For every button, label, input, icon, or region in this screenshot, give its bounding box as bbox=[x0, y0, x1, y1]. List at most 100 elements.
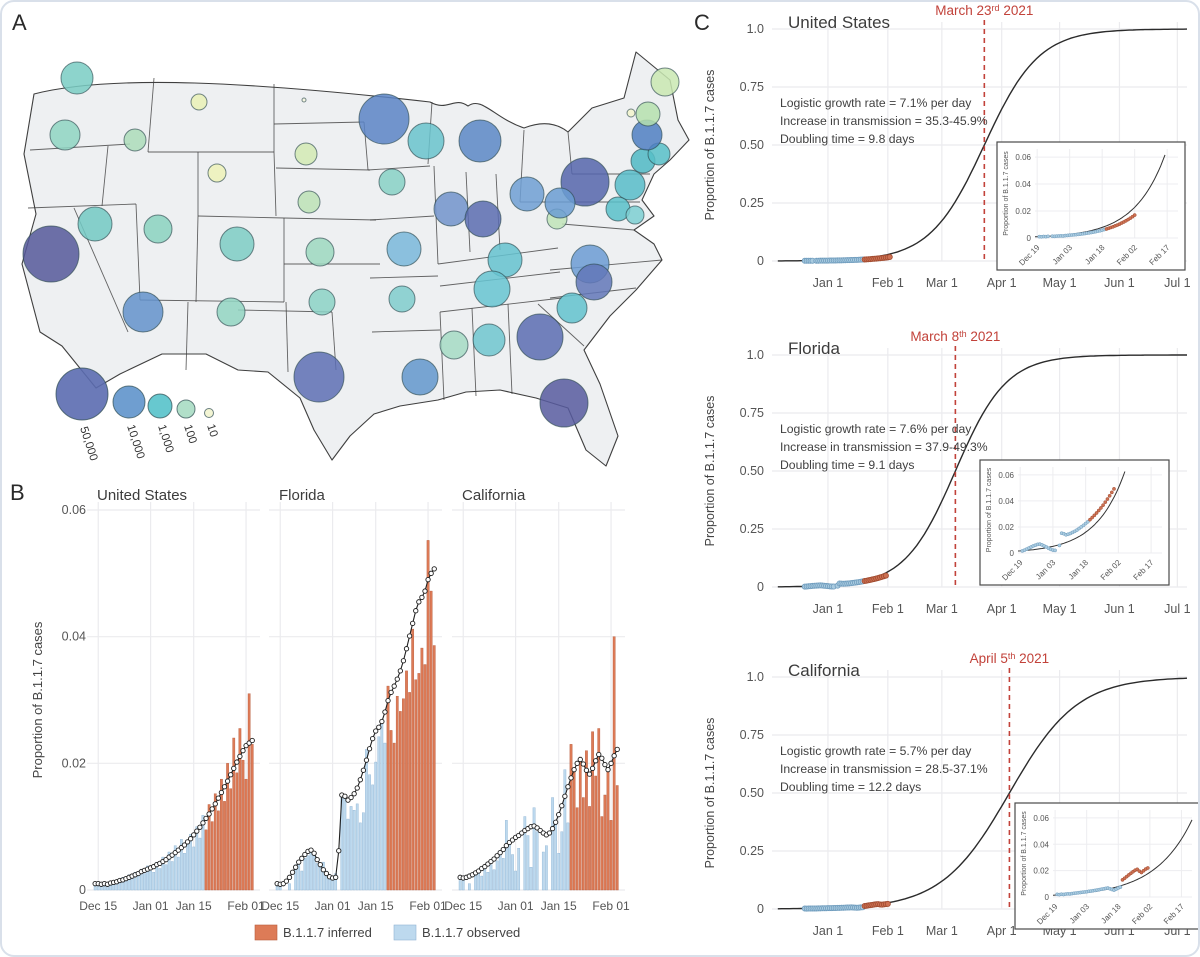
tick-label: 0 bbox=[757, 902, 764, 916]
bar-observed bbox=[189, 834, 192, 891]
state-bubbles bbox=[22, 61, 680, 428]
tick-label: 0.04 bbox=[998, 497, 1014, 506]
state-bubble-AL bbox=[472, 323, 506, 357]
bar-inferred bbox=[411, 628, 415, 891]
tick-label: Jan 01 bbox=[133, 899, 169, 913]
inset-y-axis-title: Proportion of B.1.1.7 cases bbox=[986, 467, 993, 552]
inferred-point bbox=[882, 572, 889, 579]
bar-inferred bbox=[423, 664, 427, 891]
line-marker bbox=[385, 697, 391, 704]
annotation-text: Doubling time = 12.2 days bbox=[780, 780, 921, 794]
bar-inferred bbox=[591, 731, 594, 891]
state-bubble-NC bbox=[575, 263, 613, 301]
tick-label: 0.04 bbox=[62, 630, 86, 644]
line-marker bbox=[369, 735, 376, 742]
line-marker bbox=[565, 784, 571, 790]
tick-label: 0.75 bbox=[740, 728, 764, 742]
tick-label: Jul 1 bbox=[1164, 602, 1190, 616]
bar-inferred bbox=[609, 820, 613, 891]
tick-label: Apr 1 bbox=[987, 924, 1017, 938]
bar-inferred bbox=[395, 695, 399, 891]
state-bubble-MS bbox=[439, 330, 469, 360]
bar-inferred bbox=[226, 763, 229, 891]
tick-label: Jun 1 bbox=[1104, 602, 1135, 616]
inset-observed-point bbox=[1085, 519, 1090, 524]
tick-label: 0 bbox=[757, 254, 764, 268]
inset-inferred-point bbox=[1105, 497, 1110, 501]
bar-inferred bbox=[238, 728, 242, 891]
inferred-point bbox=[884, 900, 891, 907]
state-bubble-KS bbox=[305, 237, 335, 267]
line-marker bbox=[583, 767, 590, 773]
state-bubble-WA bbox=[60, 61, 94, 95]
line-marker bbox=[382, 709, 388, 715]
inset-inferred-point bbox=[1088, 517, 1092, 522]
tick-label: Mar 1 bbox=[926, 276, 958, 290]
tick-label: 0.25 bbox=[740, 196, 764, 210]
line-marker bbox=[422, 588, 428, 594]
bar-inferred bbox=[615, 785, 619, 891]
state-bubble-IN bbox=[464, 200, 502, 238]
line-marker bbox=[354, 785, 360, 791]
line-marker bbox=[200, 820, 206, 826]
state-bubble-OH bbox=[509, 176, 545, 212]
bar-observed bbox=[557, 853, 561, 891]
bar-observed bbox=[297, 860, 301, 891]
tick-label: Feb 1 bbox=[872, 602, 904, 616]
bar-observed bbox=[566, 822, 570, 891]
bar-observed bbox=[164, 864, 168, 891]
state-bubble-PA bbox=[544, 187, 576, 219]
line-marker bbox=[593, 758, 599, 764]
state-bubble-WY bbox=[207, 163, 227, 183]
bar-observed bbox=[535, 831, 539, 891]
state-bubble-CO bbox=[219, 226, 255, 262]
line-marker bbox=[348, 794, 354, 801]
bar-observed bbox=[303, 858, 307, 891]
bar-inferred bbox=[213, 793, 217, 891]
bar-observed bbox=[288, 883, 291, 891]
line-marker bbox=[234, 759, 240, 765]
tick-label: Jan 01 bbox=[498, 899, 534, 913]
bar-observed bbox=[495, 860, 499, 891]
line-marker bbox=[342, 793, 348, 799]
line-marker bbox=[187, 836, 194, 842]
bar-chart-florida: Florida Dec 15 Jan 01 Jan 15 Feb 01 bbox=[261, 487, 447, 913]
tick-label: 0.02 bbox=[1033, 867, 1049, 876]
line-marker bbox=[568, 775, 574, 781]
legend-size-label: 1,000 bbox=[155, 423, 175, 454]
annotation-text: Increase in transmission = 37.9-49.3% bbox=[780, 440, 988, 454]
line-marker bbox=[611, 753, 617, 759]
line-marker bbox=[419, 594, 425, 601]
line-marker bbox=[209, 806, 215, 812]
legend-bubble bbox=[147, 393, 173, 419]
bar-inferred bbox=[232, 737, 236, 891]
tick-label: 0.02 bbox=[62, 756, 86, 770]
tick-label: Jan 1 bbox=[813, 276, 844, 290]
inset-observed-point bbox=[1053, 548, 1057, 553]
annotation-text: Increase in transmission = 35.3-45.9% bbox=[780, 114, 988, 128]
inset-inferred-point bbox=[1103, 500, 1108, 505]
inset-y-axis-title: Proportion of B.1.1.7 cases bbox=[1021, 811, 1028, 896]
annotation-text: Doubling time = 9.8 days bbox=[780, 132, 914, 146]
logistic-chart-florida: March 8th 2021 Florida Logistic growth rat… bbox=[703, 329, 1191, 616]
tick-label: 0.50 bbox=[740, 464, 764, 478]
state-bubble-VT bbox=[626, 108, 636, 118]
state-bubble-NJ bbox=[614, 169, 646, 201]
line-marker bbox=[191, 832, 197, 838]
state-bubble-OK bbox=[308, 288, 336, 316]
logistic-chart-united-states: March 23rd 2021 United States Logistic gro… bbox=[703, 3, 1191, 290]
tick-label: 0 bbox=[757, 580, 764, 594]
bar-observed bbox=[149, 870, 152, 891]
bar-inferred bbox=[582, 797, 585, 891]
line-marker bbox=[286, 874, 293, 880]
bar-observed bbox=[483, 867, 487, 891]
line-marker bbox=[212, 801, 218, 807]
bar-inferred bbox=[426, 540, 430, 891]
tick-label: May 1 bbox=[1043, 276, 1077, 290]
bar-observed bbox=[192, 846, 196, 891]
line-marker bbox=[391, 683, 397, 689]
bar-observed bbox=[380, 723, 384, 891]
bar-inferred bbox=[432, 645, 436, 891]
